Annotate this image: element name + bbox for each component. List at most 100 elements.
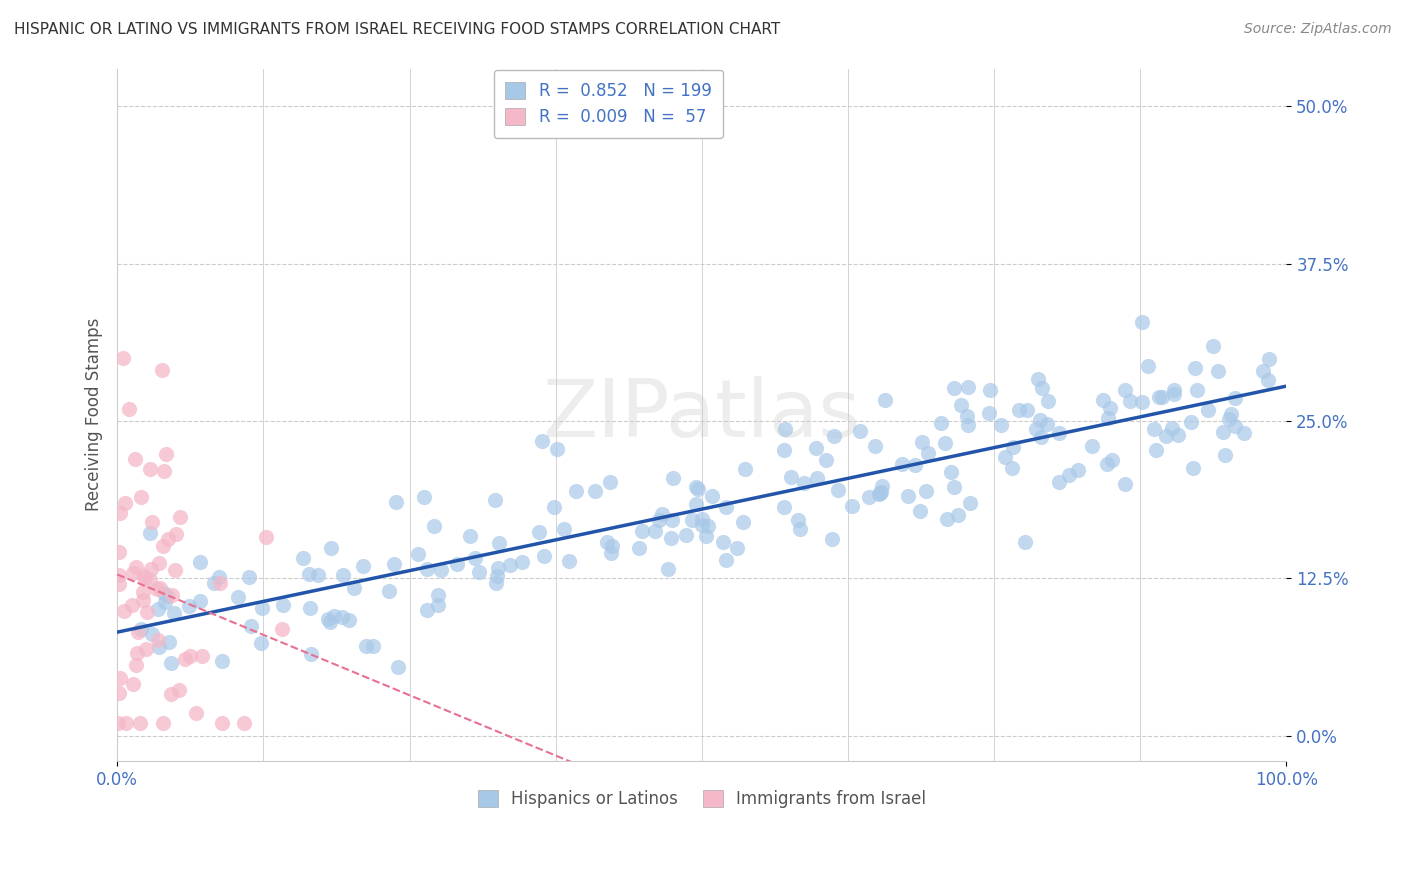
Point [943,480,966,494]
Point [228,590,250,604]
Point [1097,411,1119,425]
Point [118,401,141,416]
Point [827,483,849,498]
Point [125,658,148,673]
Point [139,526,162,541]
Point [148,556,170,570]
Point [208,570,231,584]
Point [1081,439,1104,453]
Point [583,483,606,498]
Point [1047,475,1070,489]
Point [1097,457,1119,471]
Point [188,594,211,608]
Point [138,573,160,587]
Point [107,716,129,731]
Y-axis label: Receiving Food Stamps: Receiving Food Stamps [86,318,103,511]
Point [330,609,353,624]
Point [1130,395,1153,409]
Point [946,508,969,522]
Point [806,471,828,485]
Point [915,483,938,498]
Point [485,568,508,582]
Point [903,458,925,473]
Point [155,446,177,460]
Point [1119,394,1142,409]
Point [254,531,277,545]
Point [150,363,173,377]
Point [1029,413,1052,427]
Point [177,599,200,613]
Point [122,676,145,690]
Point [651,507,673,521]
Point [387,660,409,674]
Point [692,517,714,532]
Point [108,671,131,685]
Point [543,500,565,514]
Point [1154,429,1177,443]
Point [499,558,522,572]
Point [165,527,187,541]
Point [1038,394,1060,409]
Point [165,563,187,577]
Point [107,568,129,582]
Point [124,560,146,574]
Point [139,462,162,476]
Point [711,535,734,549]
Point [1017,402,1039,417]
Point [910,504,932,518]
Point [1025,421,1047,435]
Point [1114,477,1136,491]
Point [361,640,384,654]
Point [121,598,143,612]
Point [127,646,149,660]
Point [352,558,374,573]
Point [957,379,980,393]
Point [416,562,439,576]
Point [1202,339,1225,353]
Point [870,485,893,500]
Point [1132,315,1154,329]
Point [114,496,136,510]
Point [153,465,176,479]
Point [773,500,796,515]
Point [1031,381,1053,395]
Point [1067,462,1090,476]
Point [1160,421,1182,435]
Point [134,570,156,584]
Point [153,586,176,600]
Point [734,462,756,476]
Text: HISPANIC OR LATINO VS IMMIGRANTS FROM ISRAEL RECEIVING FOOD STAMPS CORRELATION C: HISPANIC OR LATINO VS IMMIGRANTS FROM IS… [14,22,780,37]
Point [911,434,934,449]
Point [332,567,354,582]
Point [108,686,131,700]
Point [1219,408,1241,422]
Point [486,561,509,575]
Point [733,515,755,529]
Point [233,716,256,731]
Point [644,524,666,538]
Point [1206,364,1229,378]
Point [557,554,579,568]
Point [868,487,890,501]
Point [875,392,897,407]
Point [423,519,446,533]
Point [211,716,233,731]
Point [446,557,468,571]
Point [148,633,170,648]
Point [1001,461,1024,475]
Point [659,531,682,545]
Point [957,418,980,433]
Point [342,582,364,596]
Point [599,475,621,489]
Point [271,598,294,612]
Point [950,399,973,413]
Point [858,490,880,504]
Point [1057,468,1080,483]
Point [1233,425,1256,440]
Point [657,562,679,576]
Point [1147,390,1170,404]
Point [160,588,183,602]
Point [821,532,844,546]
Point [145,582,167,597]
Point [700,489,723,503]
